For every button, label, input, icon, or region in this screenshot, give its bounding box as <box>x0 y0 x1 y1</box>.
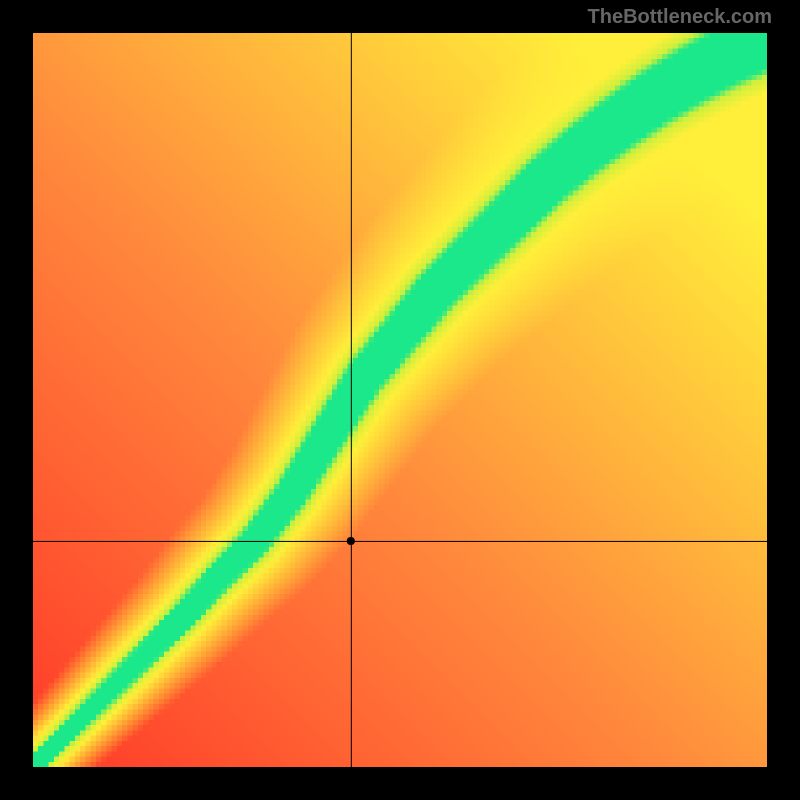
watermark-text: TheBottleneck.com <box>588 6 772 29</box>
bottleneck-heatmap <box>33 33 767 767</box>
